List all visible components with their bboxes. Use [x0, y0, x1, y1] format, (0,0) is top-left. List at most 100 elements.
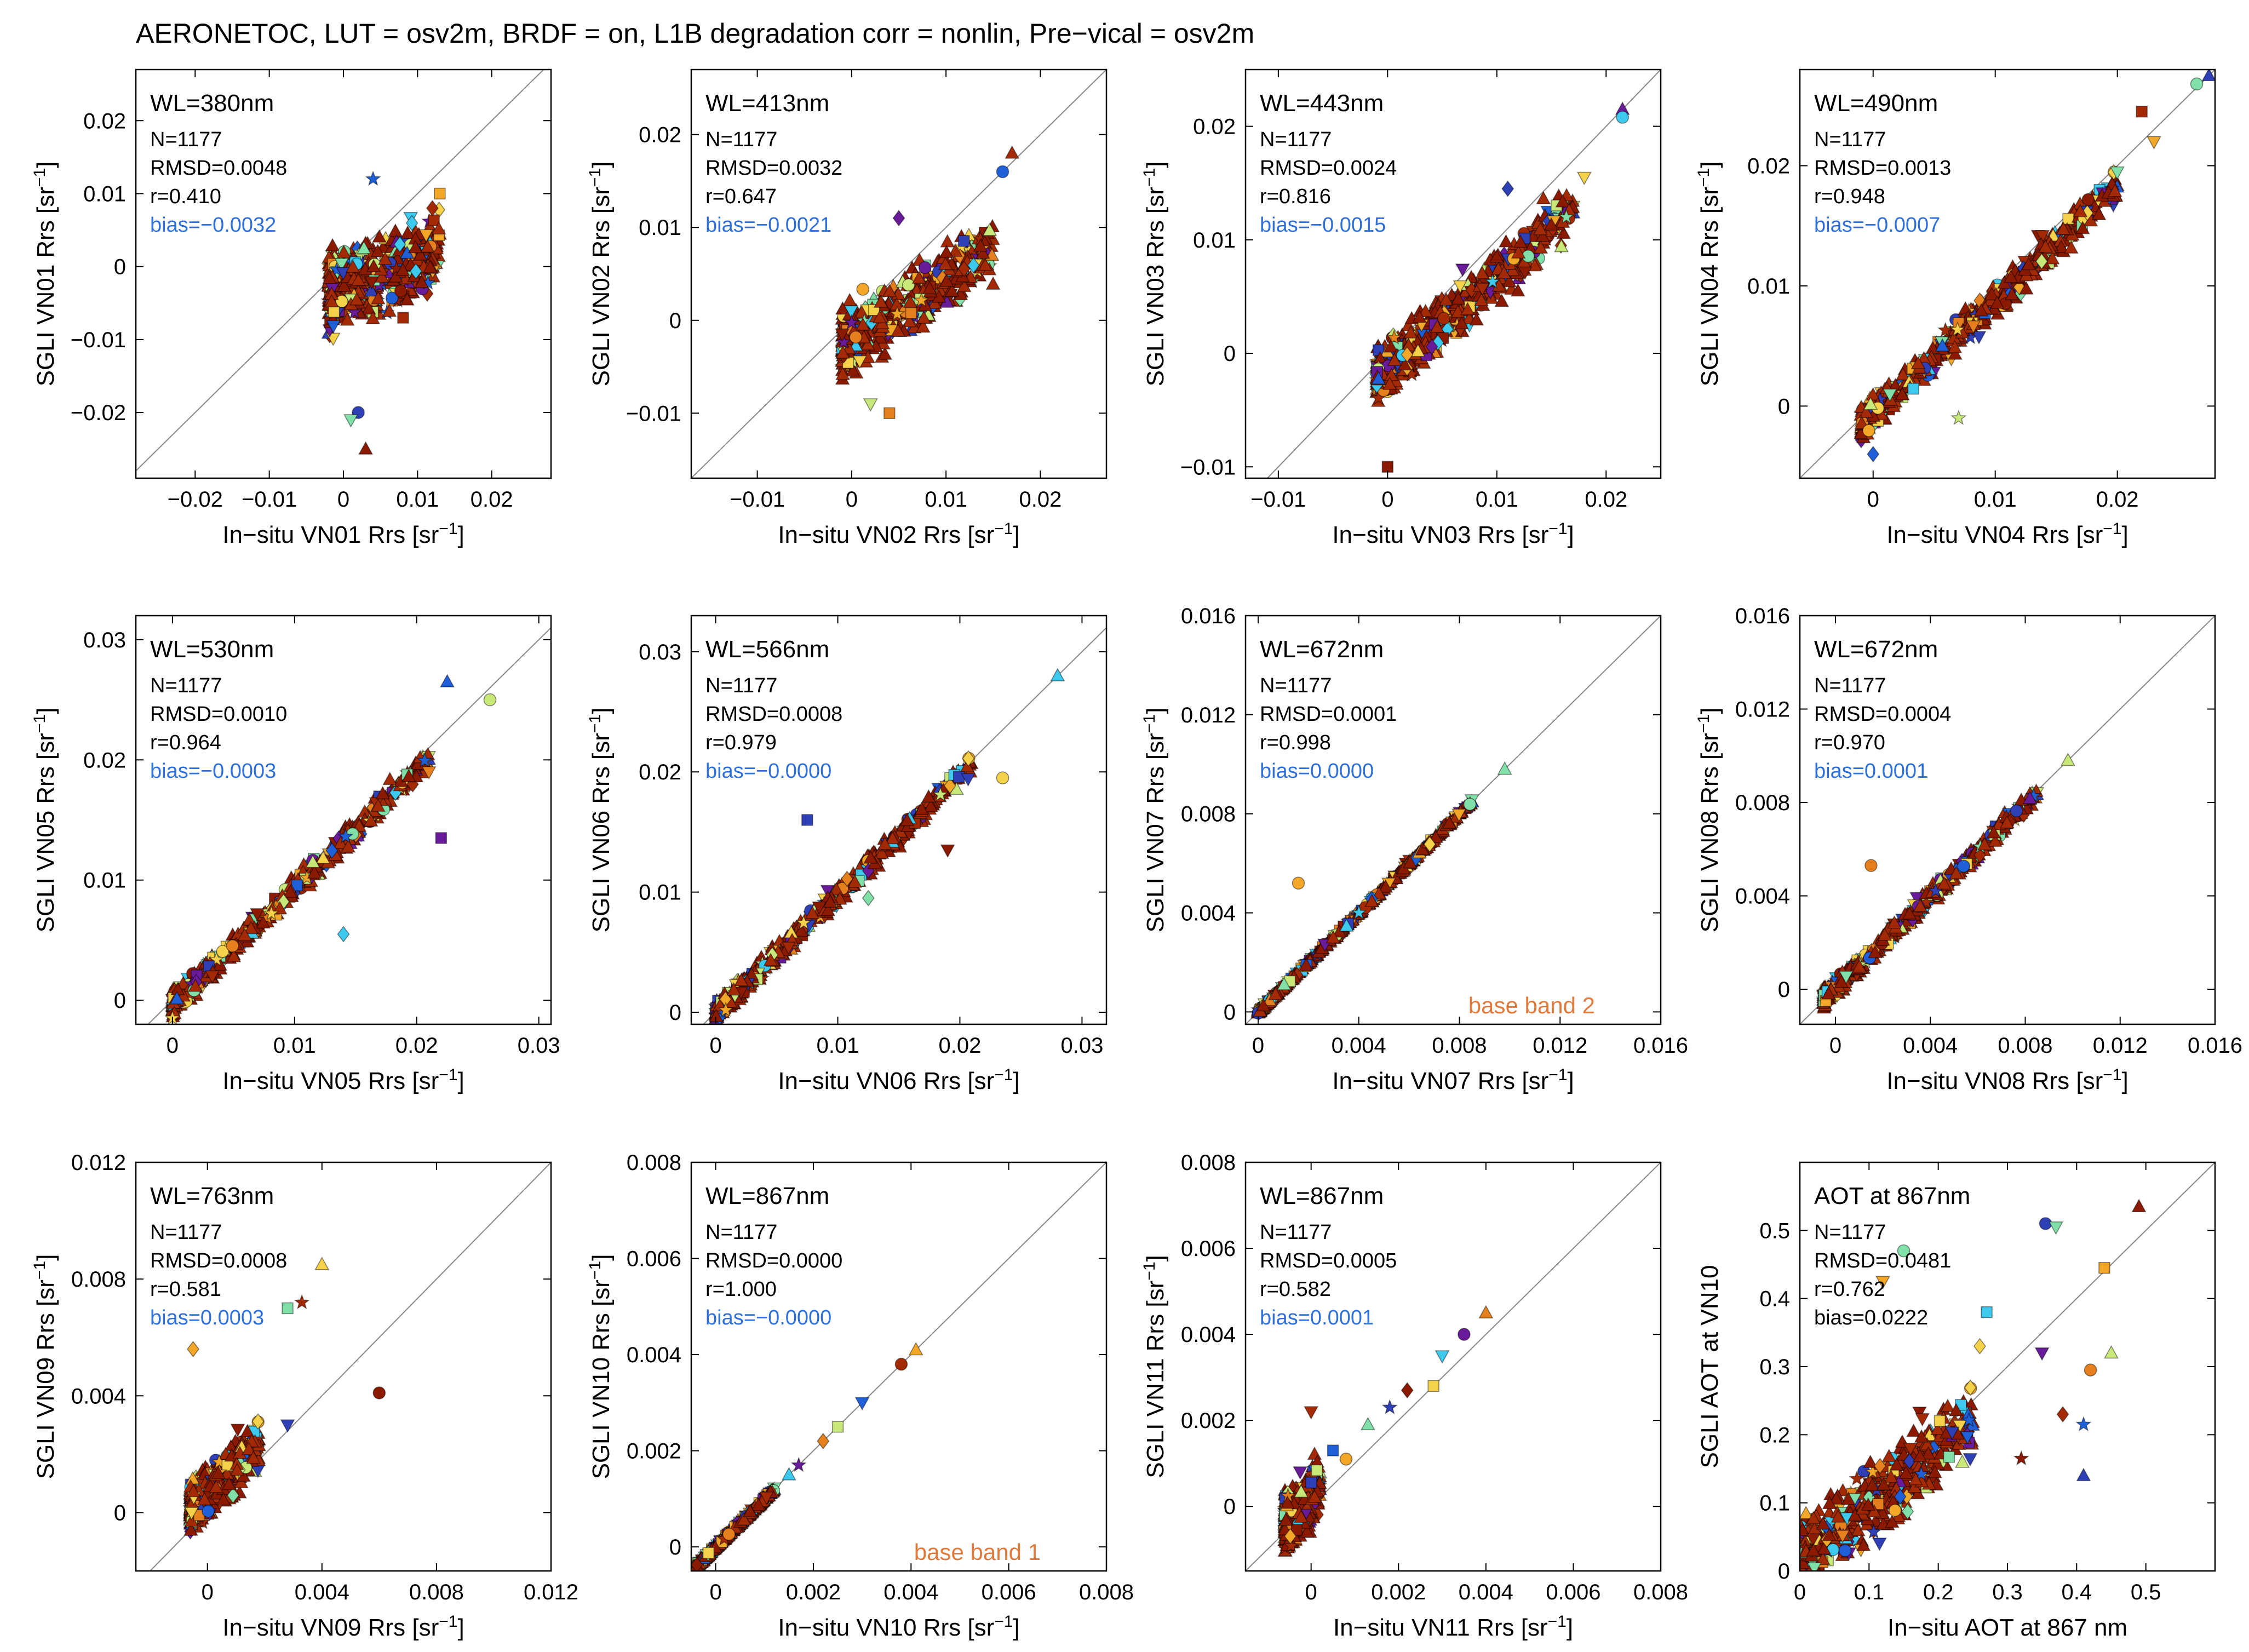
y-tick-label: 0	[669, 309, 681, 333]
stat-line: RMSD=0.0024	[1260, 157, 1397, 180]
data-point	[405, 215, 418, 232]
x-tick-label: 0	[709, 1034, 721, 1058]
data-point	[1386, 329, 1403, 345]
data-point	[1887, 915, 1902, 929]
y-axis-label: SGLI VN04 Rrs [sr−1]	[1695, 162, 1723, 387]
data-point	[843, 314, 860, 330]
data-point	[1451, 808, 1467, 822]
bias-value: bias=−0.0015	[1260, 214, 1386, 237]
data-point	[397, 312, 409, 324]
data-point	[877, 836, 892, 850]
data-point	[1383, 339, 1398, 353]
data-point	[854, 305, 869, 319]
data-point	[903, 294, 918, 308]
data-point	[227, 1487, 239, 1504]
data-point	[307, 865, 322, 879]
data-point	[2091, 206, 2107, 220]
x-tick-label: 0.012	[1533, 1034, 1587, 1058]
data-point	[328, 261, 345, 277]
data-point	[434, 187, 446, 200]
data-point	[781, 942, 796, 955]
data-point	[175, 976, 191, 990]
data-point	[250, 908, 265, 922]
data-point	[1971, 331, 1987, 345]
data-markers	[320, 170, 447, 455]
data-point	[953, 771, 965, 783]
data-point	[1255, 997, 1271, 1012]
data-point	[1877, 927, 1892, 941]
data-point	[1005, 145, 1020, 159]
panel-label: WL=530nm	[150, 636, 274, 663]
data-point	[1428, 829, 1443, 843]
data-point	[358, 441, 374, 455]
data-point	[337, 926, 350, 943]
x-tick-label: 0.02	[1585, 487, 1627, 512]
data-point	[1535, 228, 1550, 242]
y-tick-label: −0.01	[1180, 455, 1236, 479]
y-tick-label: 0	[114, 255, 126, 279]
data-point	[1339, 918, 1354, 932]
data-point	[923, 799, 939, 812]
plot-frame	[1799, 68, 2216, 479]
x-tick-label: 0	[1867, 487, 1879, 512]
data-point	[763, 953, 778, 966]
data-point	[1276, 977, 1292, 990]
data-markers	[1815, 752, 2075, 1014]
data-point	[1867, 446, 1880, 463]
bias-value: bias=−0.0032	[150, 214, 276, 237]
x-axis-label: In−situ VN03 Rrs [sr−1]	[1332, 520, 1574, 548]
data-point	[401, 768, 416, 782]
data-point	[340, 312, 355, 326]
data-point	[958, 235, 970, 247]
data-point	[877, 346, 893, 360]
data-point	[1387, 352, 1402, 366]
data-point	[821, 902, 836, 916]
data-point	[1268, 986, 1283, 1000]
data-point	[1907, 382, 1919, 395]
data-point	[1438, 292, 1454, 306]
data-point	[982, 222, 997, 236]
panel-label: WL=413nm	[705, 90, 829, 117]
panel-label: WL=443nm	[1260, 90, 1384, 117]
bias-value: bias=−0.0000	[705, 760, 831, 783]
data-point	[841, 341, 857, 354]
bias-value: bias=−0.0003	[150, 760, 276, 783]
y-tick-label: −0.01	[71, 328, 126, 352]
data-point	[233, 1475, 249, 1489]
data-point	[2107, 183, 2122, 197]
data-point	[324, 294, 339, 308]
data-point	[1862, 424, 1875, 438]
data-point	[2081, 193, 2095, 206]
data-point	[416, 752, 433, 768]
data-point	[885, 830, 900, 845]
data-point	[823, 894, 838, 908]
data-point	[1502, 273, 1517, 288]
data-point	[1496, 265, 1512, 279]
data-point	[1838, 971, 1854, 984]
data-point	[948, 243, 963, 257]
data-point	[975, 245, 990, 259]
data-point	[346, 303, 363, 319]
data-point	[336, 278, 352, 292]
data-point	[902, 278, 915, 292]
data-point	[726, 982, 742, 996]
data-point	[1454, 316, 1470, 330]
data-point	[939, 273, 954, 287]
bias-value: bias=−0.0007	[1814, 214, 1940, 237]
data-point	[1988, 833, 2003, 847]
y-tick-label: 0.01	[639, 216, 681, 240]
plot-frame	[690, 68, 1108, 479]
data-point	[961, 773, 976, 787]
data-point	[1415, 841, 1430, 856]
data-markers	[1250, 761, 1512, 1020]
data-point	[341, 839, 356, 853]
data-point	[940, 844, 955, 858]
y-tick-label: 0.016	[1181, 604, 1236, 628]
data-point	[1497, 761, 1512, 775]
data-point	[336, 244, 352, 259]
data-point	[1533, 221, 1548, 236]
panel-label: WL=566nm	[705, 636, 829, 663]
